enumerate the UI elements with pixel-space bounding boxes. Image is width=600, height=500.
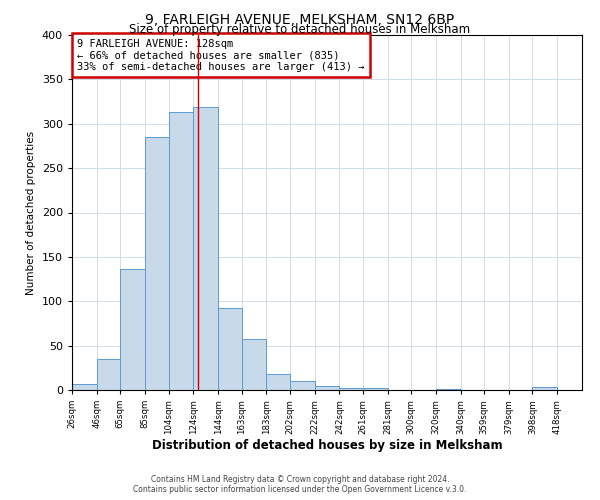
Bar (120, 270, 145, 390)
Bar (290, 381, 314, 390)
Bar (314, 386, 340, 390)
Text: 9 FARLEIGH AVENUE: 128sqm
← 66% of detached houses are smaller (835)
33% of semi: 9 FARLEIGH AVENUE: 128sqm ← 66% of detac… (77, 38, 365, 72)
Bar (145, 137, 169, 390)
Bar (266, 374, 290, 390)
X-axis label: Distribution of detached houses by size in Melksham: Distribution of detached houses by size … (152, 440, 502, 452)
Bar (340, 388, 363, 390)
Bar (436, 389, 461, 390)
Bar (242, 340, 266, 390)
Bar (218, 308, 242, 390)
Text: Contains HM Land Registry data © Crown copyright and database right 2024.
Contai: Contains HM Land Registry data © Crown c… (133, 474, 467, 494)
Y-axis label: Number of detached properties: Number of detached properties (26, 130, 36, 294)
Bar (169, 112, 193, 390)
Bar (97, 359, 120, 390)
Text: 9, FARLEIGH AVENUE, MELKSHAM, SN12 6BP: 9, FARLEIGH AVENUE, MELKSHAM, SN12 6BP (145, 12, 455, 26)
Bar (363, 388, 388, 390)
Bar (72, 384, 97, 390)
Bar (532, 388, 557, 390)
Text: Size of property relative to detached houses in Melksham: Size of property relative to detached ho… (130, 22, 470, 36)
Bar (193, 107, 218, 390)
